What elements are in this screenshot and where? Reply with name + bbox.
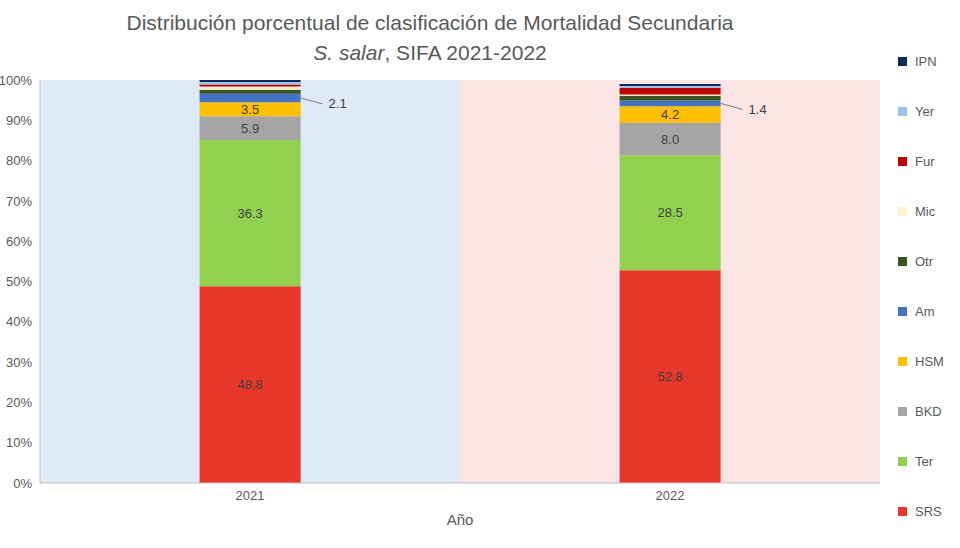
svg-text:28.5: 28.5	[657, 205, 682, 220]
html-text:Fur: Fur	[915, 153, 935, 169]
svg-text:2021: 2021	[236, 488, 265, 503]
svg-text:90%: 90%	[8, 113, 32, 128]
svg-text:2022: 2022	[656, 488, 685, 503]
svg-text:5.9: 5.9	[241, 121, 259, 136]
html-text:Am: Am	[915, 303, 935, 319]
svg-text:Año: Año	[447, 511, 474, 528]
svg-text:8.0: 8.0	[661, 132, 679, 147]
svg-text:50%: 50%	[8, 274, 32, 289]
html-text:SRS: SRS	[915, 503, 942, 519]
svg-text:30%: 30%	[8, 355, 32, 370]
html-text:Ter: Ter	[915, 453, 934, 469]
svg-text:70%: 70%	[8, 194, 32, 209]
svg-text:4.2: 4.2	[661, 107, 679, 122]
html-text:BKD: BKD	[915, 403, 942, 419]
html-text:S. salar, SIFA 2021-2022: S. salar, SIFA 2021-2022	[313, 41, 547, 64]
svg-text:80%: 80%	[8, 153, 32, 168]
html-text:HSM: HSM	[915, 353, 944, 369]
svg-text:100%: 100%	[8, 73, 32, 88]
html-text:Otr: Otr	[915, 253, 934, 269]
svg-text:52.8: 52.8	[657, 369, 682, 384]
html-text:Distribución porcentual de cla: Distribución porcentual de clasificación…	[126, 11, 734, 34]
svg-text:0%: 0%	[13, 476, 32, 491]
html-text:Mic: Mic	[915, 203, 936, 219]
svg-text:36.3: 36.3	[237, 206, 262, 221]
svg-text:40%: 40%	[8, 314, 32, 329]
svg-text:60%: 60%	[8, 234, 32, 249]
svg-text:3.5: 3.5	[241, 102, 259, 117]
html-text:IPN: IPN	[915, 53, 937, 69]
svg-text:2.1: 2.1	[329, 96, 347, 111]
svg-text:48.8: 48.8	[237, 377, 262, 392]
svg-text:20%: 20%	[8, 395, 32, 410]
svg-text:10%: 10%	[8, 435, 32, 450]
svg-text:1.4: 1.4	[749, 102, 767, 117]
html-text:Yer: Yer	[915, 103, 934, 119]
